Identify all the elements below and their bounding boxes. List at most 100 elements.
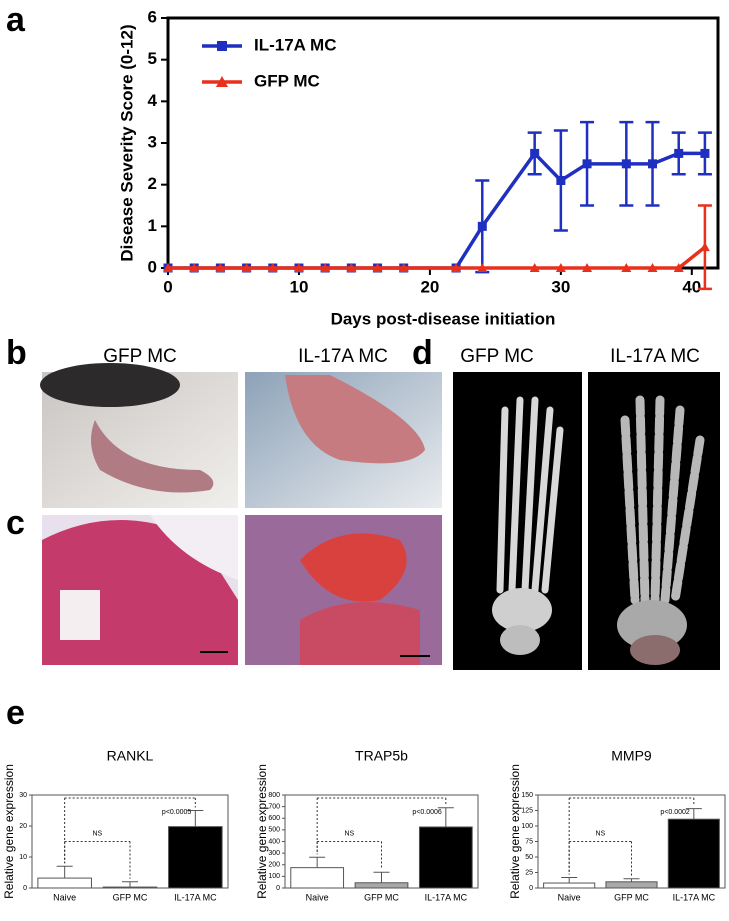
x-tick-label: 10: [289, 277, 308, 296]
x-axis-label: Days post-disease initiation: [331, 309, 556, 328]
data-point: [320, 263, 331, 272]
y-tick-label: 0: [148, 257, 157, 276]
data-point: [293, 263, 304, 272]
data-point: [451, 263, 462, 272]
x-tick-label: Naive: [558, 892, 581, 902]
y-tick-label: 1: [148, 216, 157, 235]
error-bar: [56, 865, 73, 879]
y-tick-label: 30: [19, 792, 27, 799]
y-tick-label: 3: [148, 132, 157, 151]
y-axis-label: Relative gene expression: [2, 764, 16, 899]
y-tick-label: 0: [529, 885, 533, 892]
x-tick-label: Naive: [306, 892, 329, 902]
panel-label: a: [6, 1, 26, 39]
photo-paw-il17a: [245, 372, 442, 508]
y-tick-label: 25: [525, 869, 533, 876]
bar: [418, 826, 473, 889]
series-line: [168, 150, 705, 270]
significance-bracket: [64, 797, 196, 864]
image-caption: IL-17A MC: [298, 346, 388, 367]
bar: [667, 818, 720, 889]
y-tick-label: 800: [268, 792, 280, 799]
data-point: [621, 159, 631, 169]
error-bar: [561, 876, 578, 884]
chart-title: TRAP5b: [355, 748, 408, 764]
data-point: [556, 176, 566, 185]
x-tick-label: 40: [682, 277, 701, 296]
annotation: NS: [595, 830, 605, 837]
data-point: [699, 242, 710, 252]
panel-label: e: [6, 694, 25, 732]
y-tick-label: 300: [268, 850, 280, 857]
error-bar: [373, 871, 390, 883]
legend-label: IL-17A MC: [254, 35, 337, 54]
y-axis-label: Relative gene expression: [255, 764, 269, 899]
data-point: [398, 263, 409, 272]
x-tick-label: Naive: [53, 892, 76, 902]
x-tick-label: IL-17A MC: [174, 892, 217, 902]
annotation: NS: [92, 830, 102, 837]
bar: [290, 867, 345, 889]
annotation: p<0.0002: [660, 809, 689, 816]
legend-label: GFP MC: [254, 71, 320, 90]
y-tick-label: 50: [525, 854, 533, 861]
data-point: [648, 159, 658, 169]
image-caption: GFP MC: [460, 346, 534, 367]
y-tick-label: 4: [148, 91, 158, 110]
error-bar: [309, 856, 326, 868]
y-tick-label: 400: [268, 838, 280, 845]
y-tick-label: 125: [521, 807, 533, 814]
bar: [605, 881, 658, 889]
bar: [168, 826, 223, 889]
legend-marker: [216, 76, 228, 87]
panel-label: d: [412, 334, 433, 372]
data-point: [189, 263, 200, 272]
data-point: [530, 148, 540, 158]
y-tick-label: 700: [268, 803, 280, 810]
x-tick-label: GFP MC: [614, 892, 649, 902]
data-point: [674, 148, 684, 158]
y-tick-label: 75: [525, 838, 533, 845]
bar: [37, 877, 92, 889]
significance-bracket: [64, 841, 131, 879]
chart-title: MMP9: [611, 748, 652, 764]
data-point: [582, 159, 592, 169]
data-point: [477, 263, 488, 272]
significance-bracket: [316, 797, 447, 855]
y-tick-label: 10: [19, 854, 27, 861]
y-tick-label: 150: [521, 792, 533, 799]
error-bar: [437, 807, 454, 827]
data-point: [700, 148, 710, 158]
data-point: [673, 263, 684, 272]
data-point: [477, 221, 487, 231]
significance-bracket: [568, 841, 632, 876]
data-point: [346, 263, 357, 272]
x-tick-label: 30: [551, 277, 570, 296]
y-tick-label: 200: [268, 862, 280, 869]
data-point: [647, 263, 658, 272]
x-tick-label: GFP MC: [113, 892, 148, 902]
error-bar: [187, 810, 204, 827]
error-bar: [623, 878, 640, 882]
y-tick-label: 2: [148, 174, 157, 193]
annotation: p<0.0006: [412, 809, 441, 816]
y-tick-label: 5: [148, 49, 157, 68]
x-tick-label: GFP MC: [364, 892, 399, 902]
data-point: [163, 263, 173, 272]
y-axis-label: Disease Severity Score (0-12): [117, 24, 136, 261]
y-tick-label: 0: [276, 885, 280, 892]
y-tick-label: 600: [268, 815, 280, 822]
x-tick-label: 0: [163, 277, 172, 296]
data-point: [267, 263, 278, 272]
data-point: [582, 263, 593, 272]
annotation: p<0.0005: [162, 809, 191, 816]
error-bar: [685, 808, 702, 820]
panel-label: c: [6, 504, 25, 542]
chart-title: RANKL: [107, 748, 154, 764]
bar: [102, 886, 158, 889]
bar: [354, 882, 409, 889]
data-point: [555, 263, 566, 272]
y-tick-label: 20: [19, 823, 27, 830]
plot-frame: [166, 16, 720, 270]
